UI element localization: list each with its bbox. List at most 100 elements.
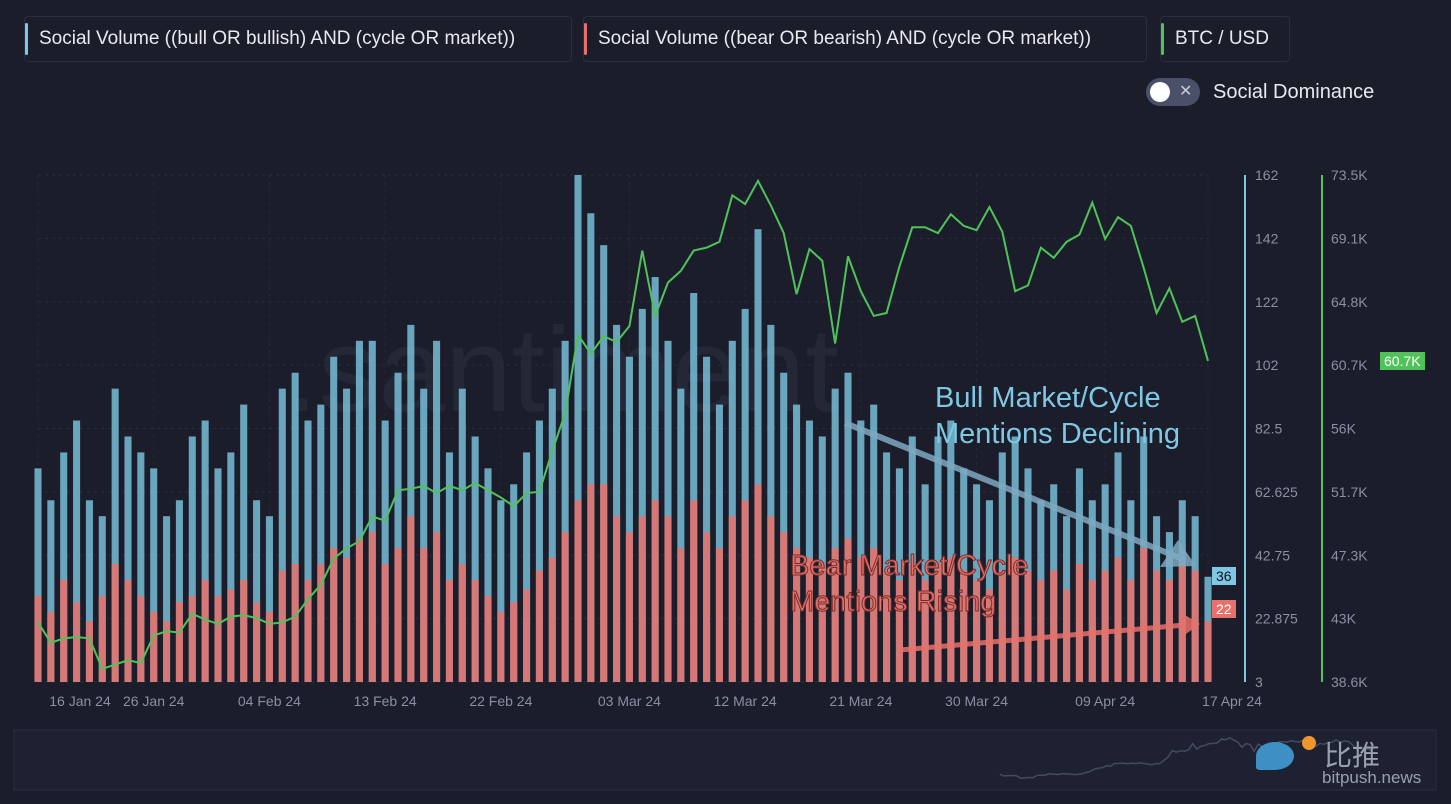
date-axis-tick: 21 Mar 24 [829, 693, 892, 709]
bear-volume-bar [947, 557, 955, 682]
bull-volume-bar [111, 388, 119, 682]
bull-volume-bar [175, 500, 183, 682]
bull-volume-bar [240, 404, 248, 682]
bull-volume-bar [613, 324, 621, 682]
price-axis-tick: 38.6K [1331, 674, 1368, 690]
bear-volume-bar [561, 532, 569, 682]
bear-volume-bar [98, 595, 106, 682]
bear-volume-bar [1024, 570, 1032, 682]
bull-volume-bar [420, 388, 428, 682]
volume-axis-tick: 3 [1255, 674, 1263, 690]
bear-volume-bar [111, 564, 119, 682]
annotation-line: Mentions Rising [790, 586, 997, 619]
toggle-knob [1150, 82, 1170, 102]
legend-label: Social Volume ((bear OR bearish) AND (cy… [598, 28, 1092, 49]
volume-axis-tick: 62.625 [1255, 484, 1298, 500]
bear-volume-bar [664, 516, 672, 682]
bear-volume-bar [895, 579, 903, 682]
legend-bear-volume[interactable]: Social Volume ((bear OR bearish) AND (cy… [583, 16, 1147, 62]
time-navigator [13, 729, 1437, 791]
annotation-line: Bull Market/Cycle [935, 382, 1161, 414]
bull-volume-bar [561, 340, 569, 682]
bear-volume-bar [1037, 579, 1045, 682]
bull-volume-bar [805, 420, 813, 682]
bull-volume-bar [780, 372, 788, 682]
bear-volume-bar [253, 602, 261, 682]
volume-axis-tick: 142 [1255, 230, 1279, 246]
bull-volume-bar [394, 372, 402, 682]
bull-volume-bar [844, 372, 852, 682]
social-dominance-toggle[interactable]: ✕ [1146, 78, 1200, 106]
bear-volume-bar [677, 548, 685, 682]
bull-volume-bar [510, 484, 518, 682]
bull-volume-bar [818, 436, 826, 682]
bull-volume-bar [381, 420, 389, 682]
legend-bull-volume[interactable]: Social Volume ((bull OR bullish) AND (cy… [24, 16, 572, 62]
price-axis-tick: 69.1K [1331, 230, 1368, 246]
bull-volume-bar [253, 500, 261, 682]
bear-volume-bar [973, 579, 981, 682]
bear-volume-bar [805, 557, 813, 682]
bull-volume-bar [484, 468, 492, 682]
bear-volume-bar [767, 516, 775, 682]
bull-volume-bar [741, 308, 749, 682]
bull-volume-bar [355, 340, 363, 682]
bitcoin-icon [1302, 736, 1316, 750]
logo-en: bitpush.news [1322, 768, 1422, 787]
bull-volume-bar [883, 452, 891, 682]
bull-volume-bar [85, 500, 93, 682]
bear-volume-bar [240, 579, 248, 682]
bear-volume-bar [85, 621, 93, 682]
bull-volume-bar [587, 213, 595, 682]
bear-volume-bar [291, 564, 299, 682]
volume-axis-tick: 122 [1255, 294, 1279, 310]
bull-volume-bar [458, 388, 466, 682]
bear-volume-bar [934, 564, 942, 682]
bear-volume-bar [355, 538, 363, 682]
bull-volume-bar [703, 356, 711, 682]
bear-volume-bar [381, 564, 389, 682]
bear-volume-bar [535, 570, 543, 682]
bear-volume-bar [60, 579, 68, 682]
bull-volume-bar [137, 452, 145, 682]
bull-volume-bar [47, 500, 55, 682]
bull-volume-bar [857, 420, 865, 682]
bull-volume-bar [163, 516, 171, 682]
price-axis-tick: 47.3K [1331, 547, 1368, 563]
volume-axis-tick: 162 [1255, 167, 1279, 183]
bull-volume-bar [73, 420, 81, 682]
price-axis-tick: 56K [1331, 421, 1357, 437]
bear-volume-bar [728, 516, 736, 682]
bear-volume-bar [985, 589, 993, 682]
volume-axis-tick: 82.5 [1255, 421, 1282, 437]
bull-decline-arrow [843, 420, 1187, 563]
bear-volume-bar [960, 570, 968, 682]
annotation-line: Bear Market/Cycle [790, 550, 1030, 583]
bear-volume-bar [613, 516, 621, 682]
bear-volume-bar [870, 548, 878, 682]
bear-volume-bar [638, 516, 646, 682]
date-axis-tick: 16 Jan 24 [49, 693, 111, 709]
bear-volume-bar [548, 557, 556, 682]
legend-btc-usd[interactable]: BTC / USD [1160, 16, 1290, 62]
bull-volume-bar [548, 388, 556, 682]
bull-volume-bar [188, 436, 196, 682]
bear-volume-bar [741, 500, 749, 682]
bull-volume-bar [574, 175, 582, 682]
bull-volume-bar [265, 516, 273, 682]
bear-volume-bar [368, 532, 376, 682]
bear-volume-bar [523, 589, 531, 682]
legend-label: Social Volume ((bull OR bullish) AND (cy… [39, 28, 516, 49]
bear-volume-bar [844, 538, 852, 682]
bull-volume-bar [124, 436, 132, 682]
date-axis-tick: 22 Feb 24 [469, 693, 532, 709]
bull-volume-bar [690, 292, 698, 682]
date-axis-tick: 12 Mar 24 [714, 693, 777, 709]
bull-volume-bar [651, 277, 659, 682]
bull-volume-bar [625, 356, 633, 682]
bull-volume-bar [934, 436, 942, 682]
bull-volume-bar [664, 340, 672, 682]
bull-volume-bar [998, 452, 1006, 682]
bull-volume-bar [214, 468, 222, 682]
date-axis-tick: 13 Feb 24 [354, 693, 417, 709]
